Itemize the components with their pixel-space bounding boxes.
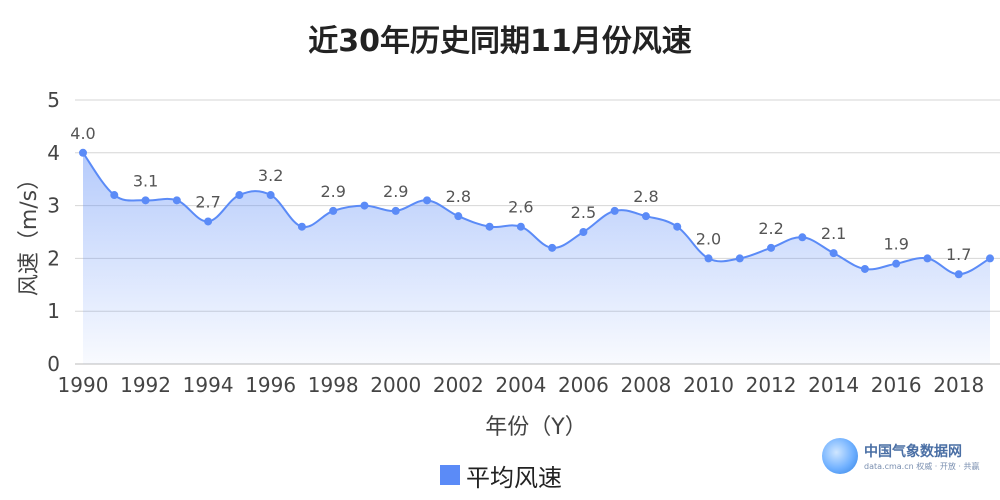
x-tick-label: 1996 [245, 373, 296, 397]
data-label: 2.6 [508, 198, 533, 217]
x-tick-label: 1994 [183, 373, 234, 397]
data-point[interactable] [579, 228, 588, 236]
series-area [83, 152, 990, 364]
data-point[interactable] [767, 243, 776, 252]
data-point[interactable] [79, 148, 87, 157]
chart-title: 近30年历史同期11月份风速 [308, 24, 692, 59]
y-tick-label: 5 [47, 88, 60, 112]
data-label: 1.9 [883, 235, 908, 254]
data-label: 1.7 [946, 245, 971, 264]
data-label: 2.8 [446, 187, 471, 206]
data-point[interactable] [454, 212, 463, 221]
legend-label: 平均风速 [466, 463, 562, 492]
data-point[interactable] [485, 222, 494, 231]
data-point[interactable] [673, 222, 682, 231]
data-point[interactable] [516, 222, 525, 231]
data-point[interactable] [391, 206, 400, 215]
data-point[interactable] [329, 206, 338, 215]
x-tick-label: 1990 [58, 373, 109, 397]
data-label: 2.9 [320, 182, 345, 201]
data-label: 2.2 [758, 219, 783, 238]
data-point[interactable] [360, 201, 369, 210]
x-tick-label: 2016 [871, 373, 922, 397]
data-point[interactable] [860, 264, 869, 273]
data-label: 2.1 [821, 224, 846, 243]
data-label: 2.7 [195, 192, 220, 211]
x-tick-label: 2004 [495, 373, 546, 397]
data-point[interactable] [204, 217, 213, 226]
data-point[interactable] [923, 254, 932, 263]
y-tick-label: 4 [47, 141, 60, 165]
y-tick-label: 0 [47, 352, 60, 376]
data-label: 3.2 [258, 166, 283, 185]
watermark-brand: 中国气象数据网 data.cma.cn 权威 · 开放 · 共赢 [822, 426, 992, 486]
y-axis-label: 风速（m/s） [17, 168, 42, 296]
y-tick-label: 3 [47, 194, 60, 218]
data-point[interactable] [735, 254, 744, 263]
data-point[interactable] [548, 243, 557, 252]
data-point[interactable] [954, 270, 963, 279]
data-point[interactable] [235, 191, 244, 200]
data-label: 2.8 [633, 187, 658, 206]
x-tick-label: 2012 [746, 373, 797, 397]
x-tick-label: 2000 [370, 373, 421, 397]
data-label: 2.5 [571, 203, 596, 222]
data-point[interactable] [110, 191, 119, 200]
x-tick-label: 2010 [683, 373, 734, 397]
data-point[interactable] [704, 254, 713, 263]
data-label: 3.1 [133, 171, 158, 190]
data-point[interactable] [610, 206, 619, 215]
data-point[interactable] [892, 259, 901, 268]
data-point[interactable] [297, 222, 306, 231]
data-point[interactable] [141, 196, 150, 205]
x-tick-label: 1998 [308, 373, 359, 397]
data-point[interactable] [266, 191, 275, 200]
data-label: 4.0 [70, 124, 95, 143]
y-tick-label: 1 [47, 299, 60, 323]
data-point[interactable] [172, 196, 181, 205]
y-tick-label: 2 [47, 246, 60, 270]
data-point[interactable] [798, 233, 807, 242]
brand-name: 中国气象数据网 [864, 443, 962, 460]
x-tick-label: 2006 [558, 373, 609, 397]
legend[interactable]: 平均风速 [440, 460, 562, 492]
x-tick-label: 2008 [621, 373, 672, 397]
data-label: 2.0 [696, 229, 721, 248]
data-point[interactable] [641, 212, 650, 221]
cma-logo-icon [822, 438, 858, 474]
legend-swatch [440, 465, 460, 485]
data-label: 2.9 [383, 182, 408, 201]
data-point[interactable] [986, 254, 994, 263]
x-tick-label: 2002 [433, 373, 484, 397]
data-point[interactable] [423, 196, 432, 205]
x-tick-label: 1992 [120, 373, 171, 397]
data-point[interactable] [829, 249, 838, 258]
brand-subtitle: data.cma.cn 权威 · 开放 · 共赢 [864, 461, 980, 471]
x-tick-label: 2018 [933, 373, 984, 397]
x-tick-label: 2014 [808, 373, 859, 397]
x-axis-label: 年份（Y） [485, 415, 586, 440]
